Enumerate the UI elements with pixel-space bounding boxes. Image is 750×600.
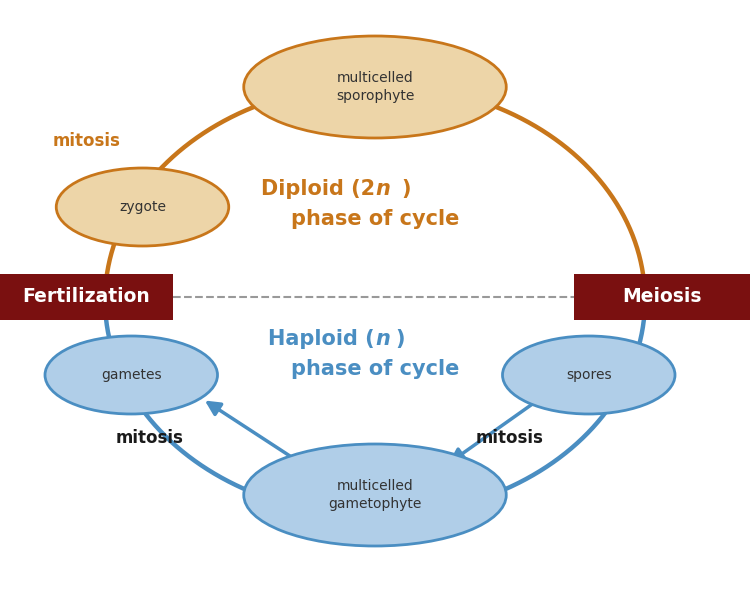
Text: ): ) bbox=[401, 179, 411, 199]
Text: zygote: zygote bbox=[119, 200, 166, 214]
FancyBboxPatch shape bbox=[574, 274, 750, 320]
Text: Fertilization: Fertilization bbox=[22, 287, 150, 307]
Text: Haploid (: Haploid ( bbox=[268, 329, 375, 349]
Ellipse shape bbox=[45, 336, 218, 414]
Text: multicelled
sporophyte: multicelled sporophyte bbox=[336, 71, 414, 103]
Text: multicelled
gametophyte: multicelled gametophyte bbox=[328, 479, 422, 511]
Text: phase of cycle: phase of cycle bbox=[291, 359, 459, 379]
Text: phase of cycle: phase of cycle bbox=[291, 209, 459, 229]
Text: gametes: gametes bbox=[101, 368, 161, 382]
Text: n: n bbox=[375, 179, 390, 199]
Text: ): ) bbox=[395, 329, 405, 349]
Text: n: n bbox=[375, 329, 390, 349]
Text: Meiosis: Meiosis bbox=[622, 287, 702, 307]
Ellipse shape bbox=[56, 168, 229, 246]
Text: mitosis: mitosis bbox=[116, 429, 184, 447]
Ellipse shape bbox=[244, 36, 506, 138]
Text: spores: spores bbox=[566, 368, 611, 382]
Text: mitosis: mitosis bbox=[53, 132, 120, 150]
Ellipse shape bbox=[503, 336, 675, 414]
Text: mitosis: mitosis bbox=[476, 429, 544, 447]
Ellipse shape bbox=[244, 444, 506, 546]
Text: Diploid (2: Diploid (2 bbox=[261, 179, 375, 199]
FancyBboxPatch shape bbox=[0, 274, 172, 320]
